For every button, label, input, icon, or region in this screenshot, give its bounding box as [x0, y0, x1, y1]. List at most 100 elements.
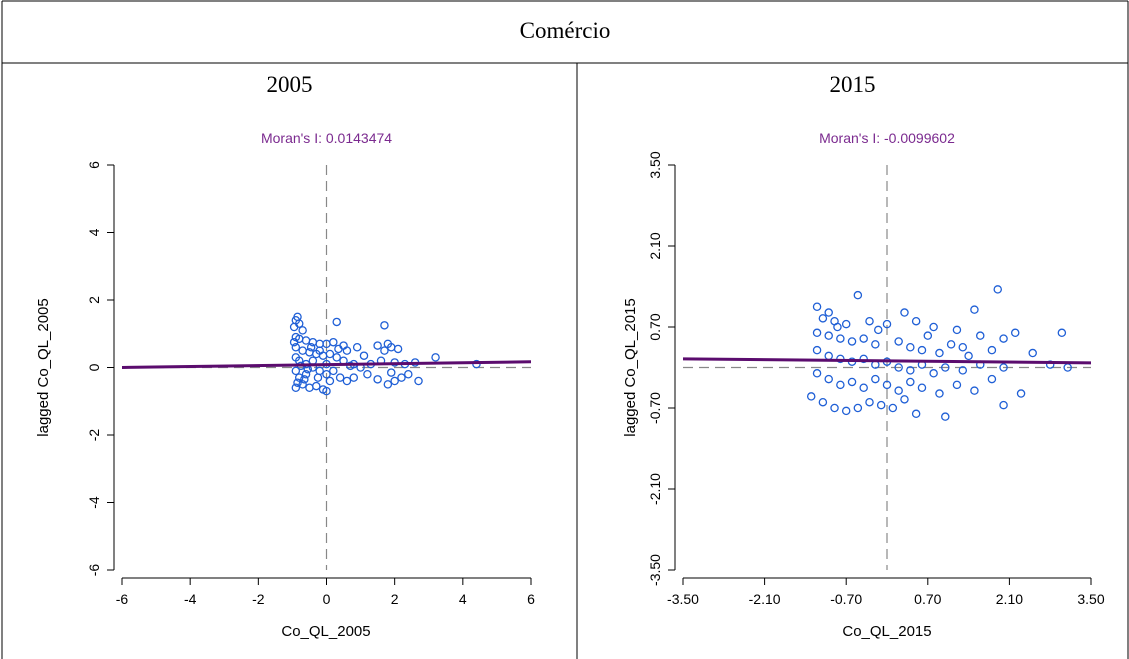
panel-1-data-point	[818, 397, 828, 407]
panel-1-data-point	[906, 366, 915, 375]
panel-0-data-point	[393, 344, 403, 354]
panel-1-data-point	[874, 325, 883, 335]
panel-1-data-point	[929, 322, 938, 332]
panel-1-data-point	[812, 369, 822, 378]
panel-1-x-tick-label: -0.70	[830, 591, 862, 607]
panel-1-data-point	[882, 319, 892, 329]
panel-0-data-point	[397, 373, 406, 382]
panel-1-data-point	[970, 305, 979, 314]
panel-2005-year-label: 2005	[266, 72, 313, 97]
panel-1-data-point	[976, 331, 985, 340]
panel-0-data-point	[373, 375, 382, 384]
panel-0-data-point	[332, 317, 341, 327]
panel-1-x-axis-label: Co_QL_2015	[842, 623, 931, 640]
panel-1-data-point	[952, 325, 962, 335]
panel-0-x-axis-label: Co_QL_2005	[281, 623, 370, 640]
panel-0-data-point	[322, 386, 331, 396]
panel-0-data-point	[404, 369, 413, 379]
panel-0-data-point	[312, 381, 321, 391]
panel-0-data-point	[306, 342, 316, 352]
panel-0-data-point	[289, 322, 299, 332]
panel-0-data-point	[387, 368, 396, 377]
panel-1-y-tick-label: 3.50	[647, 151, 663, 178]
panel-0-x-tick-label: -2	[252, 591, 265, 607]
panel-1-data-point	[806, 392, 816, 401]
panel-1-data-point	[970, 386, 979, 395]
panel-1-data-point	[871, 340, 880, 349]
panel-1-data-point	[935, 348, 944, 358]
panel-0-y-axis-label: lagged Co_QL_2005	[35, 298, 52, 436]
panel-1-y-axis-label: lagged Co_QL_2015	[622, 298, 639, 436]
panel-1-regression-line	[682, 357, 1092, 365]
panel-0-data-point	[352, 342, 362, 352]
panel-1-data-point	[993, 285, 1002, 294]
panel-1-data-point	[847, 337, 857, 346]
panel-0-data-point	[313, 373, 323, 382]
panel-0-data-point	[329, 366, 338, 376]
panel-1-data-point	[999, 363, 1008, 372]
panel-0-data-point	[300, 375, 309, 384]
panel-1-data-point	[865, 397, 874, 407]
panel-1-data-point	[824, 374, 833, 384]
panel-0-data-point	[383, 380, 393, 389]
panel-1-data-point	[847, 377, 857, 387]
panel-1-data-point	[911, 316, 921, 326]
panel-1-data-point	[882, 380, 892, 390]
panel-1-data-point	[833, 322, 842, 332]
panel-1-data-point	[941, 412, 950, 421]
panel-0-data-point	[334, 344, 343, 354]
panel-0-data-point	[380, 321, 389, 330]
panel-1-data-point	[906, 342, 915, 352]
panel-1-data-point	[871, 374, 880, 384]
panel-1-data-point	[917, 345, 927, 355]
panel-1-data-point	[824, 308, 833, 317]
panel-1-data-point	[859, 334, 868, 343]
panel-0-regression-line	[121, 360, 532, 369]
panel-0-data-point	[291, 383, 301, 392]
panel-1-data-point	[812, 345, 822, 355]
panel-0-data-point	[359, 351, 369, 360]
panel-1-data-point	[900, 308, 909, 317]
panel-0-data-point	[325, 349, 335, 359]
panel-1-x-tick-label: 3.50	[1077, 591, 1104, 607]
panel-1-data-point	[1016, 389, 1026, 398]
panel-1-x-tick-label: -3.50	[667, 591, 699, 607]
panel-0-x-tick-label: -4	[184, 591, 197, 607]
panel-1-data-point	[841, 406, 851, 416]
panel-0-data-point	[315, 346, 324, 355]
panel-1-x-tick-label: -2.10	[749, 591, 781, 607]
panel-1-data-point	[853, 290, 863, 300]
panel-0-data-point	[325, 376, 335, 386]
panel-0-x-tick-label: 6	[527, 591, 535, 607]
panel-1-data-point	[958, 342, 968, 352]
panel-0-data-point	[322, 369, 331, 379]
panel-1-data-point	[1028, 348, 1037, 358]
panel-1-data-point	[929, 369, 938, 378]
panel-1-x-tick-label: 2.10	[996, 591, 1023, 607]
panel-0-x-tick-label: 2	[391, 591, 399, 607]
panel-0-data-point	[301, 369, 311, 379]
panel-0-data-point	[291, 342, 301, 352]
panel-1-data-point	[1057, 328, 1067, 338]
panel-0-data-point	[332, 353, 341, 362]
panel-0-data-point	[431, 353, 440, 362]
panel-0-x-tick-label: 0	[323, 591, 331, 607]
panel-0-y-tick-label: 2	[86, 296, 102, 304]
panel-1-data-point	[865, 316, 874, 326]
panel-1-data-point	[894, 337, 903, 346]
panel-0-data-point	[472, 359, 481, 369]
panel-1-data-point	[836, 354, 845, 364]
panel-1-y-tick-label: -3.50	[647, 554, 663, 586]
panel-0-data-point	[329, 337, 338, 347]
panel-1-data-point	[952, 380, 962, 390]
panel-1-data-point	[859, 383, 868, 392]
panel-0-data-point	[390, 376, 399, 386]
panel-1-y-tick-label: 2.10	[647, 232, 663, 259]
panel-0-y-tick-label: -2	[86, 429, 102, 442]
panel-1-data-point	[894, 386, 903, 395]
panel-0-y-tick-label: -4	[86, 496, 102, 509]
panel-0-data-point	[342, 346, 352, 355]
panel-0-y-tick-label: 6	[86, 161, 102, 169]
panel-1-data-point	[818, 314, 828, 323]
